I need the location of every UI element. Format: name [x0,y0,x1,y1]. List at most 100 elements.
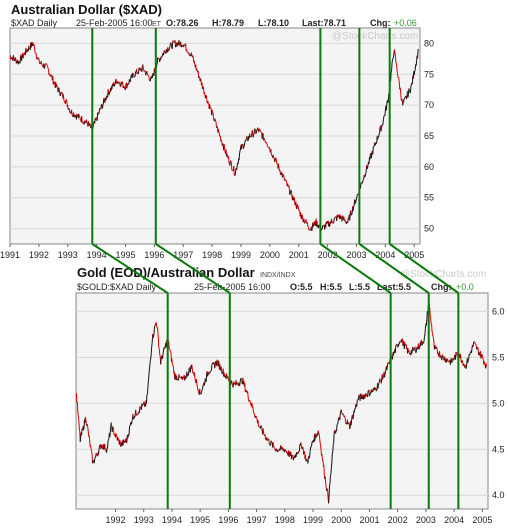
xad-price-segment [196,68,198,72]
gold-aud-price-segment [348,422,350,424]
gold-aud-price-segment [122,439,124,446]
gold-aud-price-segment [388,361,391,364]
gold-aud-price-segment [219,363,221,370]
xad-price-segment [86,119,88,123]
gold-aud-price-segment [260,425,263,428]
xad-price-segment [356,193,359,195]
xad-price-segment [270,153,273,156]
xad-price-segment [392,58,394,60]
xad-price-segment [14,57,17,59]
xad-price-segment [306,222,309,227]
gold-aud-price-segment [99,444,101,447]
xad-price-segment [395,62,398,69]
xad-price-segment [250,135,253,138]
gold-aud-price-segment [252,406,254,411]
xad-price-segment [367,164,369,169]
gold-aud-price-segment [131,420,133,425]
gold-aud-price-segment [184,375,187,379]
gold-aud-price-segment [455,352,457,360]
xad-price-segment [131,72,134,78]
xad-price-segment [253,129,255,135]
gold-aud-price-segment [453,355,456,360]
xad-price-segment [171,42,174,50]
xad-price-segment [95,117,98,120]
xad-price-segment [394,52,396,57]
gold-aud-price-segment [337,422,339,425]
xad-price-segment [98,109,100,114]
gold-aud-price-segment [84,416,87,421]
gold-aud-price-segment [210,369,212,372]
gold-aud-price-segment [302,446,304,449]
gold-aud-price-segment [465,366,467,369]
gold-aud-price-segment [162,354,164,359]
xad-price-segment [366,165,368,169]
xad-price-segment [332,221,335,224]
gold-aud-price-segment [369,391,372,395]
xad-price-segment [168,47,171,49]
gold-aud-price-segment [481,354,483,356]
xad-price-segment [362,178,365,180]
xad-y-tick-label: 50 [424,224,434,234]
gold-aud-price-segment [239,379,242,383]
xad-price-segment [74,114,77,116]
gold-aud-price-segment [273,444,275,448]
xad-price-segment [391,58,394,63]
gold-aud-price-segment [386,365,388,371]
gold-aud-price-segment [211,363,213,365]
xad-price-segment [292,198,295,201]
gold-aud-price-segment [342,413,345,416]
gold-aud-price-segment [296,451,298,454]
xad-price-segment [393,52,395,58]
gold-aud-price-segment [94,456,97,458]
xad-price-segment [387,93,390,103]
xad-price-segment [45,63,48,65]
xad-price-segment [147,74,149,76]
gold-aud-price-segment [107,439,109,442]
xad-price-segment [167,47,169,52]
xad-price-segment [132,73,135,76]
gold-aud-y-tick-label: 5.0 [492,398,505,408]
gold-aud-price-segment [128,425,131,434]
gold-aud-x-tick-label: 1998 [275,515,295,525]
xad-price-segment [44,64,46,68]
xad-price-segment [311,228,313,232]
xad-price-segment [214,118,216,122]
gold-aud-x-tick-label: 2004 [444,515,464,525]
xad-open: O:78.26 [166,18,199,28]
gold-aud-price-segment [269,443,272,446]
gold-aud-price-segment [249,400,251,404]
xad-price-segment [149,79,151,82]
gold-aud-y-ticks: 4.0 4.5 5.0 5.5 6.0 [492,306,505,500]
xad-price-segment [243,144,245,148]
xad-price-segment [266,143,268,145]
xad-price-segment [290,189,292,192]
xad-price-segment [198,76,201,79]
gold-aud-price-segment [247,397,250,401]
gold-aud-price-segment [194,379,196,381]
xad-price-segment [51,74,53,76]
xad-x-tick-label: 1998 [202,250,222,260]
gold-aud-x-tick-label: 2005 [472,515,492,525]
xad-price-segment [101,105,104,109]
gold-aud-price-segment [174,373,177,375]
xad-price-segment [372,146,374,155]
gold-aud-price-segment [252,410,255,414]
gold-aud-price-segment [150,352,152,359]
gold-aud-price-segment [318,432,320,435]
gold-aud-price-segment [169,348,171,351]
gold-aud-x-ticks: 1992 1993 1994 1995 1996 1997 1998 1999 2000 2001… [105,509,492,525]
gold-aud-price-segment [309,450,311,457]
gold-aud-chart-subtitle: INDX/INDX [260,272,296,279]
xad-price-segment [10,57,13,59]
xad-x-tick-label: 2003 [346,250,366,260]
gold-aud-price-segment [205,380,207,383]
gold-aud-x-tick-label: 1995 [190,515,210,525]
xad-price-segment [417,48,419,50]
gold-aud-price-segment [438,355,440,357]
gold-aud-x-tick-label: 2000 [331,515,351,525]
xad-price-segment [222,143,224,147]
xad-price-segment [40,60,43,65]
xad-price-segment [296,204,299,206]
xad-date: 25-Feb-2005 16:00 [76,18,153,28]
gold-aud-price-segment [414,346,417,353]
